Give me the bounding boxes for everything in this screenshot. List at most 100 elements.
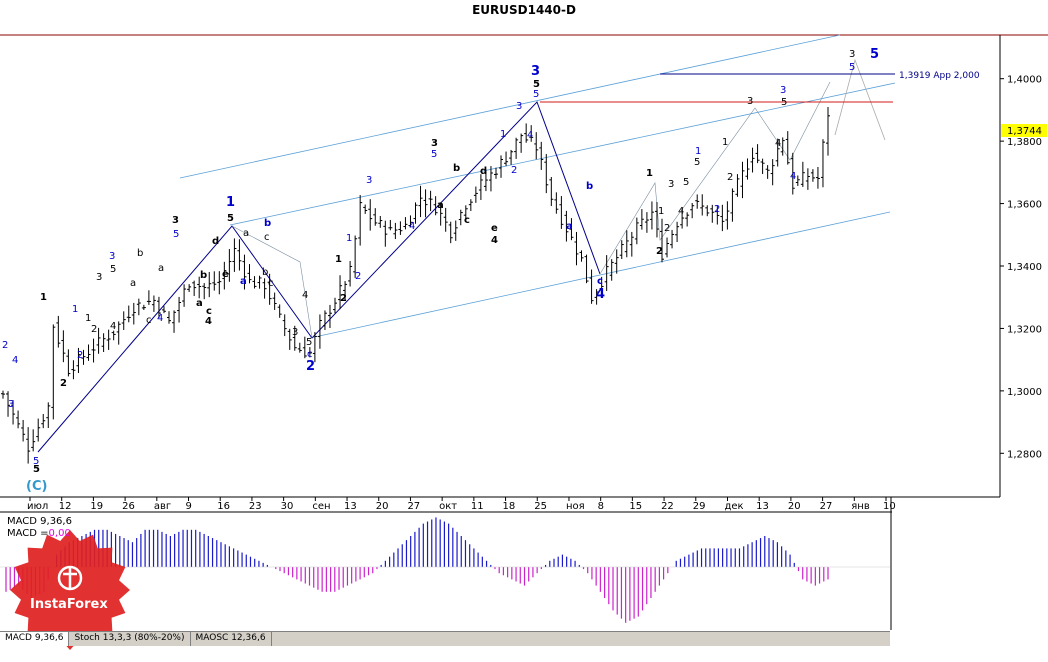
channel-upper-line [179,34,841,179]
tab-maosc[interactable]: MAOSC 12,36,6 [191,632,272,646]
wave-label: 1 [72,304,78,315]
wave-label: 5 [173,229,179,240]
price-tick-label: 1,3400 [1007,262,1042,273]
secondary-wave-line [231,225,313,339]
wave-label: 5 [110,264,116,275]
wave-label: 2 [2,340,8,351]
wave-label: (C) [26,479,47,494]
wave-label: 3 [849,49,855,60]
wave-label: 1 [695,146,701,157]
time-tick-label: 30 [281,501,294,512]
wave-label: e [222,269,229,280]
wave-label: 4 [110,321,116,332]
price-tick-label: 1,4000 [1007,75,1042,86]
wave-lines [37,58,886,453]
price-tick-label: 1,3800 [1007,137,1042,148]
macd-name-label: MACD 9,36,6 [7,516,72,527]
wave-label: a [196,298,203,309]
time-tick-label: авг [154,501,171,512]
wave-label: c [268,278,274,289]
wave-label: 3 [109,251,115,262]
wave-label: 3 [516,101,522,112]
time-tick-label: 27 [820,501,833,512]
wave-label: 2 [60,378,67,389]
wave-label: d [212,236,219,247]
wave-label: c [264,232,270,243]
time-tick-label: 8 [598,501,604,512]
wave-label: b [137,248,143,259]
time-tick-label: 20 [788,501,801,512]
wave-label: 4 [302,290,308,301]
wave-label: 2 [77,350,83,361]
wave-label: 1 [40,292,47,303]
wave-label: 3 [780,85,786,96]
wave-label: 5 [33,464,40,475]
time-tick-label: 9 [186,501,192,512]
wave-label: 4 [775,138,781,149]
time-tick-label: 27 [407,501,420,512]
indicator-tabs: MACD 9,36,6 Stoch 13,3,3 (80%-20%) MAOSC… [0,631,890,646]
wave-label: 3 [531,64,540,79]
time-tick-label: 23 [249,501,262,512]
wave-label: b [262,267,268,278]
wave-label: d [480,166,487,177]
wave-label: 4 [205,316,212,327]
wave-label: b [200,270,207,281]
watermark-text: InstaForex [30,597,108,612]
wave-label: a [240,276,247,287]
time-tick-label: 12 [59,501,72,512]
time-tick-label: сен [312,501,330,512]
wave-label: 5 [306,337,312,348]
wave-label: c [464,215,470,226]
time-tick-label: 13 [756,501,769,512]
wave-label: 3 [172,215,179,226]
wave-label: c [597,276,603,287]
wave-label: 3 [366,175,372,186]
time-tick-label: июл [27,501,48,512]
wave-label: 3 [747,96,753,107]
current-price-marker [1001,124,1047,137]
wave-label: 5 [533,89,539,100]
wave-label: 1 [658,206,664,217]
wave-label: c [146,315,152,326]
time-tick-label: 16 [217,501,230,512]
channel-lower-line [309,211,891,339]
wave-label: 4 [527,130,533,141]
price-tick-label: 1,2800 [1007,449,1042,460]
wave-label: 4 [596,287,605,302]
wave-label: 4 [491,235,498,246]
time-tick-label: 26 [122,501,135,512]
wave-label: 5 [849,62,855,73]
wave-label: 2 [511,165,517,176]
wave-label: 2 [91,324,97,335]
wave-label: e [491,223,498,234]
wave-label: 5 [870,47,879,62]
wave-label: 1 [335,254,342,265]
wave-label: b [453,163,460,174]
price-tick-label: 1,3000 [1007,387,1042,398]
time-tick-label: 11 [471,501,484,512]
trend-channel [179,34,896,339]
tab-macd[interactable]: MACD 9,36,6 [0,632,70,646]
macd-value: 0,00 [48,528,71,539]
time-tick-label: 20 [376,501,389,512]
tab-stoch[interactable]: Stoch 13,3,3 (80%-20%) [69,632,191,646]
wave-label: 4 [409,221,415,232]
time-axis: июл 12 19 26 авг 9 16 23 30 сен 13 20 27 окт 11 18 25 ноя… [27,497,896,512]
tertiary-wave-line [599,81,831,275]
wave-label: 3 [668,179,674,190]
wave-label: a [130,278,136,289]
time-tick-label: янв [851,501,870,512]
wave-label: 2 [656,246,663,257]
wave-label: 5 [33,456,39,467]
time-tick-label: дек [724,501,743,512]
price-tick-label: 1,3600 [1007,200,1042,211]
wave-label: 5 [694,157,700,168]
wave-label: a [158,263,164,274]
time-tick-label: ноя [566,501,585,512]
wave-label: a [437,200,444,211]
price-tick-label: 1,3200 [1007,324,1042,335]
wave-label: b [586,181,593,192]
wave-label: 4 [12,355,18,366]
